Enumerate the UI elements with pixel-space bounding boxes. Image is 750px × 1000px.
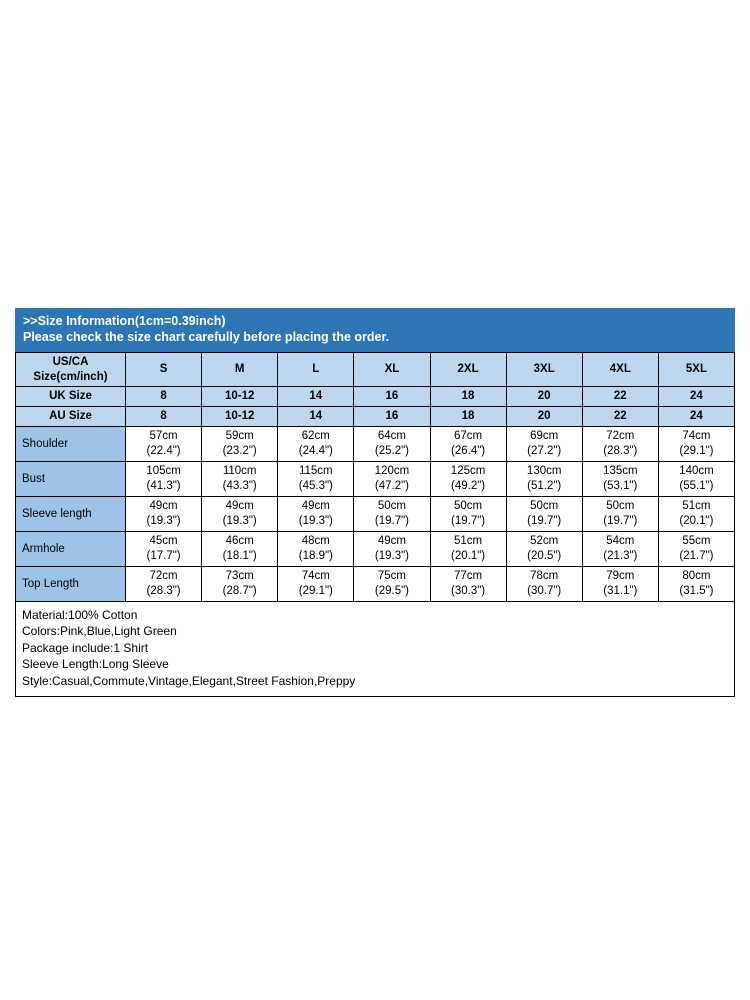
measurement-cell: 69cm (27.2") [505,425,583,462]
info-line-package: Package include:1 Shirt [22,640,149,655]
au-size-cell: 16 [353,406,431,427]
banner-subtitle: Please check the size chart carefully be… [23,330,390,344]
measurement-cell: 51cm (20.1") [429,530,507,567]
measurement-cell: 50cm (19.7") [429,495,507,532]
row-label: Shoulder [15,425,126,462]
table-row-shoulder: Shoulder 57cm (22.4") 59cm (23.2") 62cm … [15,425,736,462]
measurement-cell: 120cm (47.2") [353,460,431,497]
measurement-cell: 46cm (18.1") [201,530,279,567]
row-label: Sleeve length [15,495,126,532]
measurement-cell: 110cm (43.3") [201,460,279,497]
measurement-cell: 49cm (19.3") [277,495,355,532]
size-header-cell: XL [353,351,431,388]
size-header-cell: 5XL [657,351,736,388]
au-size-cell: 10-12 [201,406,279,427]
uk-size-cell: 10-12 [201,386,279,408]
size-header-cell: S [124,351,203,388]
table-row-bust: Bust 105cm (41.3") 110cm (43.3") 115cm (… [15,460,736,497]
measurement-cell: 115cm (45.3") [277,460,355,497]
au-size-cell: 18 [429,406,507,427]
measurement-cell: 50cm (19.7") [581,495,659,532]
row-label: Armhole [15,530,126,567]
size-header-cell: 3XL [505,351,583,388]
measurement-cell: 72cm (28.3") [581,425,659,462]
measurement-cell: 125cm (49.2") [429,460,507,497]
measurement-cell: 55cm (21.7") [657,530,736,567]
au-size-cell: 22 [581,406,659,427]
measurement-cell: 50cm (19.7") [505,495,583,532]
measurement-cell: 105cm (41.3") [124,460,203,497]
measurement-cell: 73cm (28.7") [201,565,279,602]
info-line-material: Material:100% Cotton [22,607,138,622]
au-size-cell: 14 [277,406,355,427]
corner-header-cell: US/CA Size(cm/inch) [15,351,126,388]
measurement-cell: 64cm (25.2") [353,425,431,462]
measurement-cell: 51cm (20.1") [657,495,736,532]
measurement-cell: 78cm (30.7") [505,565,583,602]
measurement-cell: 52cm (20.5") [505,530,583,567]
measurement-cell: 49cm (19.3") [353,530,431,567]
uk-size-cell: 14 [277,386,355,408]
measurement-cell: 130cm (51.2") [505,460,583,497]
table-row-top-length: Top Length 72cm (28.3") 73cm (28.7") 74c… [15,565,736,602]
measurement-cell: 75cm (29.5") [353,565,431,602]
measurement-cell: 80cm (31.5") [657,565,736,602]
size-header-cell: 2XL [429,351,507,388]
table-header-row-uk: UK Size 8 10-12 14 16 18 20 22 24 [15,386,736,408]
measurement-cell: 140cm (55.1") [657,460,736,497]
measurement-cell: 57cm (22.4") [124,425,203,462]
size-info-banner: >>Size Information(1cm=0.39inch) Please … [15,308,735,352]
size-header-cell: M [201,351,279,388]
uk-size-cell: 22 [581,386,659,408]
uk-size-cell: 16 [353,386,431,408]
info-line-sleeve-length: Sleeve Length:Long Sleeve [22,657,169,672]
au-size-cell: 24 [657,406,736,427]
measurement-cell: 74cm (29.1") [657,425,736,462]
row-label: Top Length [15,565,126,602]
measurement-cell: 59cm (23.2") [201,425,279,462]
info-line-style: Style:Casual,Commute,Vintage,Elegant,Str… [22,673,356,688]
measurement-cell: 67cm (26.4") [429,425,507,462]
uk-size-cell: 18 [429,386,507,408]
table-row-armhole: Armhole 45cm (17.7") 46cm (18.1") 48cm (… [15,530,736,567]
measurement-cell: 49cm (19.3") [201,495,279,532]
table-header-row-au: AU Size 8 10-12 14 16 18 20 22 24 [15,406,736,427]
measurement-cell: 49cm (19.3") [124,495,203,532]
row-label: Bust [15,460,126,497]
row-label-au-size: AU Size [15,406,126,427]
table-header-row-sizes: US/CA Size(cm/inch) S M L XL 2XL 3XL 4XL… [15,351,736,388]
measurement-cell: 72cm (28.3") [124,565,203,602]
info-line-colors: Colors:Pink,Blue,Light Green [22,624,177,639]
measurement-cell: 77cm (30.3") [429,565,507,602]
size-info-section: >>Size Information(1cm=0.39inch) Please … [15,308,736,698]
uk-size-cell: 8 [124,386,203,408]
measurement-cell: 79cm (31.1") [581,565,659,602]
table-row-sleeve-length: Sleeve length 49cm (19.3") 49cm (19.3") … [15,495,736,532]
au-size-cell: 20 [505,406,583,427]
row-label-uk-size: UK Size [15,386,126,408]
banner-title: >>Size Information(1cm=0.39inch) [23,314,226,328]
measurement-cell: 48cm (18.9") [277,530,355,567]
measurement-cell: 45cm (17.7") [124,530,203,567]
size-chart-table: US/CA Size(cm/inch) S M L XL 2XL 3XL 4XL… [15,351,736,602]
measurement-cell: 62cm (24.4") [277,425,355,462]
size-header-cell: L [277,351,355,388]
uk-size-cell: 20 [505,386,583,408]
measurement-cell: 54cm (21.3") [581,530,659,567]
measurement-cell: 50cm (19.7") [353,495,431,532]
uk-size-cell: 24 [657,386,736,408]
size-header-cell: 4XL [581,351,659,388]
au-size-cell: 8 [124,406,203,427]
product-info-box: Material:100% Cotton Colors:Pink,Blue,Li… [15,601,735,698]
measurement-cell: 135cm (53.1") [581,460,659,497]
measurement-cell: 74cm (29.1") [277,565,355,602]
